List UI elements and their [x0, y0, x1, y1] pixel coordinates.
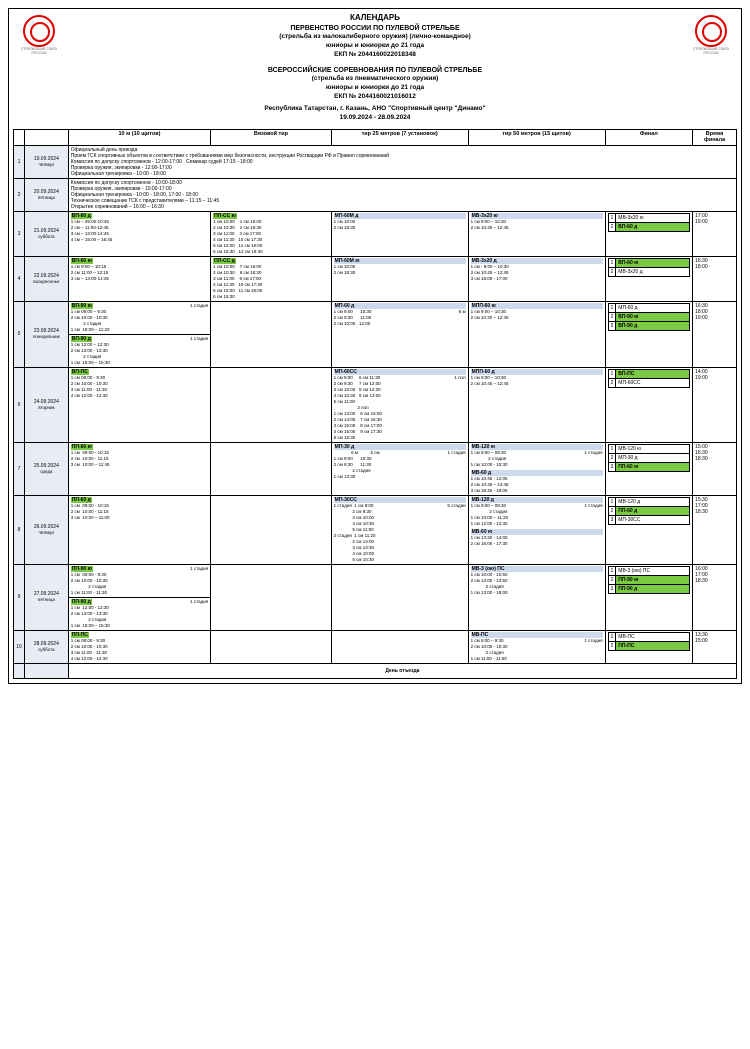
calendar-row: 624.09.2024вторникВП-ПС1 см 09:00 - 9:30…	[14, 367, 737, 442]
calendar-row: 523.09.2024понедельникВП-90 ю1 стадия1 с…	[14, 301, 737, 367]
calendar-table: 10 м (10 щитов) Вязовой тир тир 25 метро…	[13, 129, 737, 679]
logo-right: СТРЕЛКОВЫЙ СОЮЗРОССИИ	[691, 15, 731, 55]
calendar-row: 220.09.2024пятницаКомиссия по допуску сп…	[14, 178, 737, 211]
calendar-row: 725.09.2024средаПП-60 ю1 см 09:00 - 10:1…	[14, 442, 737, 495]
calendar-row: 826.09.2024четвергПП-60 д1 см 09:00 - 10…	[14, 495, 737, 564]
logo-left: СТРЕЛКОВЫЙ СОЮЗРОССИИ	[19, 15, 59, 55]
document-header: КАЛЕНДАРЬ ПЕРВЕНСТВО РОССИИ ПО ПУЛЕВОЙ С…	[13, 13, 737, 123]
calendar-row: 927.09.2024пятницаПП-90 ю1 стадия1 см 09…	[14, 564, 737, 630]
calendar-row: 1028.09.2024субботаПП-ПС1 см 09:00 - 9:3…	[14, 630, 737, 663]
calendar-row: 321.09.2024субботаВП-60 д1 см – 09:00-10…	[14, 211, 737, 256]
calendar-row: 422.09.2024воскресеньеВП-60 ю1 см 9:00 –…	[14, 256, 737, 301]
calendar-row: 119.09.2024четвергОфициальный день приез…	[14, 145, 737, 178]
